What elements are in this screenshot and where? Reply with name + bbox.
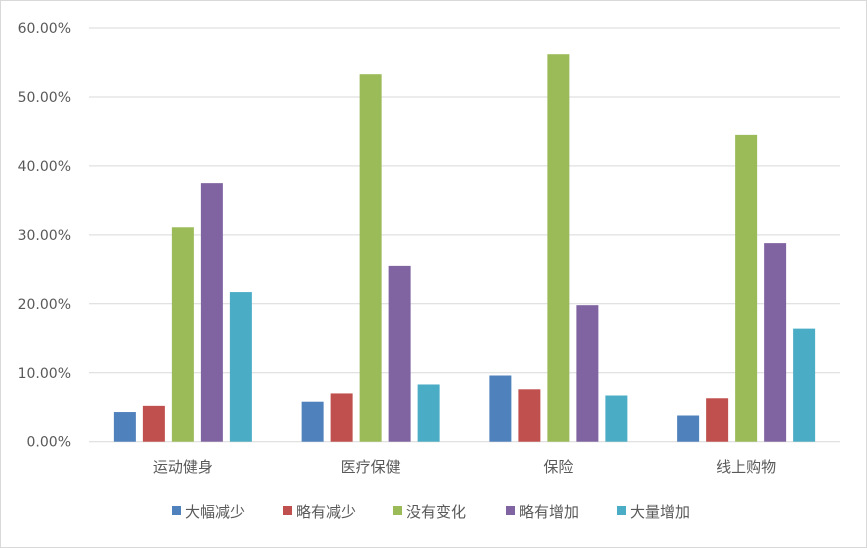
bar <box>417 384 440 442</box>
bar <box>793 328 816 442</box>
bar <box>171 227 194 442</box>
bar <box>388 265 411 442</box>
bar <box>142 405 165 442</box>
legend-swatch <box>393 506 402 515</box>
legend-swatch <box>617 506 626 515</box>
bar <box>229 292 252 442</box>
bar <box>764 243 787 442</box>
bar <box>576 305 599 442</box>
bar <box>518 389 541 442</box>
bar <box>301 401 324 442</box>
x-tick-label: 医疗保健 <box>341 458 401 476</box>
bar <box>706 398 729 442</box>
y-tick-label: 60.00% <box>18 21 71 37</box>
legend-label: 略有减少 <box>296 503 356 521</box>
x-tick-label: 线上购物 <box>716 458 776 476</box>
legend-label: 没有变化 <box>406 503 466 521</box>
bar <box>735 134 758 442</box>
legend-label: 略有增加 <box>519 503 579 521</box>
legend-label: 大幅减少 <box>185 503 245 521</box>
legend-swatch <box>506 506 515 515</box>
y-tick-label: 10.00% <box>18 366 71 382</box>
bar <box>113 412 136 442</box>
x-tick-label: 保险 <box>543 458 573 476</box>
bar <box>677 415 700 442</box>
y-tick-label: 0.00% <box>27 435 71 451</box>
bar <box>359 74 382 442</box>
bar <box>200 183 223 442</box>
bar <box>330 393 353 442</box>
bar <box>605 395 628 442</box>
legend-swatch <box>172 506 181 515</box>
y-tick-label: 40.00% <box>18 159 71 175</box>
legend-swatch <box>283 506 292 515</box>
y-tick-label: 30.00% <box>18 228 71 244</box>
legend-label: 大量增加 <box>630 503 690 521</box>
y-tick-label: 50.00% <box>18 90 71 106</box>
bar <box>489 375 512 442</box>
y-tick-label: 20.00% <box>18 297 71 313</box>
bar <box>547 54 570 442</box>
x-tick-label: 运动健身 <box>153 458 213 476</box>
